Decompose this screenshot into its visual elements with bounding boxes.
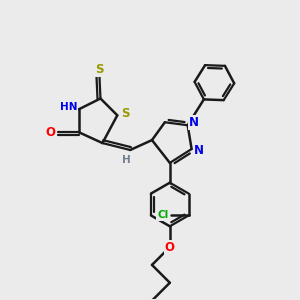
Text: O: O <box>165 241 175 254</box>
Text: H: H <box>122 155 130 165</box>
Text: N: N <box>189 116 199 129</box>
Text: S: S <box>121 107 130 120</box>
Text: S: S <box>95 63 104 76</box>
Text: HN: HN <box>60 102 77 112</box>
Text: O: O <box>45 126 55 139</box>
Text: N: N <box>194 145 203 158</box>
Text: Cl: Cl <box>157 210 169 220</box>
